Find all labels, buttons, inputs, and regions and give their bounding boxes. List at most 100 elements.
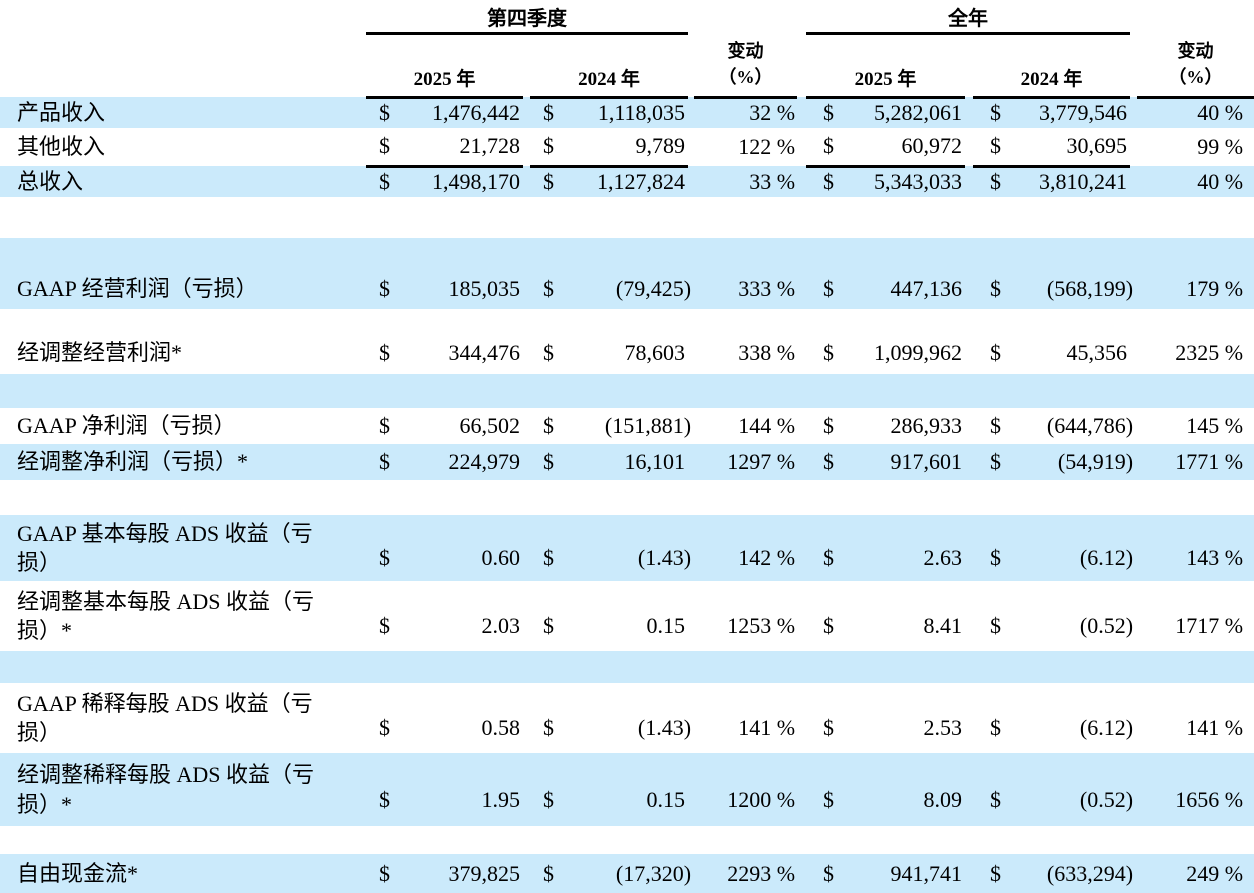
fy-change-cell: 249 % <box>1137 854 1254 893</box>
dollar-sign: $ <box>823 276 835 301</box>
dollar-sign: $ <box>990 169 1002 195</box>
q4-2025-value-cell: $1,476,442 <box>366 97 523 128</box>
fy-2025-value-cell: $60,972 <box>806 128 966 168</box>
row-label: GAAP 基本每股 ADS 收益（亏 损） <box>0 515 366 581</box>
amount-value: 2.63 <box>923 545 963 570</box>
column-gap <box>1130 166 1138 197</box>
column-gap <box>1130 269 1138 309</box>
dollar-sign: $ <box>823 613 835 638</box>
row-label: 自由现金流* <box>0 854 366 893</box>
column-gap <box>688 753 695 826</box>
fy-change-cell: 179 % <box>1137 269 1254 309</box>
dollar-sign: $ <box>823 339 835 365</box>
dollar-sign: $ <box>379 169 390 195</box>
column-gap <box>523 166 530 197</box>
column-gap <box>688 269 695 309</box>
fy-2025-value-cell: $2.63 <box>806 515 966 581</box>
column-gap <box>965 515 974 581</box>
column-gap <box>965 269 974 309</box>
column-gap <box>1130 515 1138 581</box>
dollar-sign: $ <box>379 413 390 438</box>
column-gap <box>1130 683 1138 753</box>
column-gap <box>1130 854 1138 893</box>
dollar-sign: $ <box>990 339 1002 365</box>
fy-change-column-header: 变动 （%） <box>1137 33 1254 99</box>
dollar-sign: $ <box>990 276 1002 301</box>
q4-2025-value-cell: $344,476 <box>366 331 523 374</box>
dollar-sign: $ <box>379 133 390 159</box>
amount-value: 286,933 <box>890 413 963 438</box>
column-gap <box>688 854 695 893</box>
amount-value: (644,786) <box>1046 413 1134 438</box>
fy-2025-value-cell: $917,601 <box>806 444 966 480</box>
dollar-sign: $ <box>823 449 835 474</box>
amount-value: 45,356 <box>1066 339 1128 365</box>
spacer-row <box>0 651 1254 683</box>
column-gap <box>797 269 807 309</box>
fy-2025-value-cell: $8.41 <box>806 581 966 651</box>
column-gap <box>797 515 807 581</box>
column-gap <box>965 581 974 651</box>
column-gap <box>1130 581 1138 651</box>
amount-value: (633,294) <box>1046 861 1134 886</box>
column-gap <box>523 128 530 166</box>
q4-change-cell: 33 % <box>694 166 798 197</box>
amount-value: 21,728 <box>459 133 521 159</box>
dollar-sign: $ <box>990 100 1002 126</box>
amount-value: (1.43) <box>637 545 692 570</box>
column-gap <box>688 331 695 374</box>
q4-change-cell: 1297 % <box>694 444 798 480</box>
column-gap <box>797 166 807 197</box>
dollar-sign: $ <box>379 861 390 886</box>
q4-change-cell: 333 % <box>694 269 798 309</box>
column-gap <box>688 683 695 753</box>
table-row: GAAP 基本每股 ADS 收益（亏 损） $0.60 $ (1.43) 142 … <box>0 515 1254 581</box>
q4-change-cell: 2293 % <box>694 854 798 893</box>
table-row: GAAP 经营利润（亏损） $185,035 $ (79,425) 333 % $… <box>0 269 1254 309</box>
amount-value: 1,127,824 <box>597 169 686 195</box>
dollar-sign: $ <box>823 861 835 886</box>
column-gap <box>965 683 974 753</box>
column-gap <box>688 581 695 651</box>
amount-value: 2.03 <box>481 613 521 638</box>
dollar-sign: $ <box>543 413 554 438</box>
amount-value: 917,601 <box>890 449 963 474</box>
spacer-cell <box>0 480 1254 515</box>
fy-2024-value-cell: $30,695 <box>973 128 1131 168</box>
fy-change-cell: 40 % <box>1137 97 1254 128</box>
table-row: 经调整基本每股 ADS 收益（亏 损）* $2.03 $0.15 1253 % … <box>0 581 1254 651</box>
q4-2024-value-cell: $ (151,881) <box>530 408 691 444</box>
q4-group-header: 第四季度 <box>366 0 689 35</box>
q4-2025-value-cell: $0.60 <box>366 515 523 581</box>
fy-change-cell: 2325 % <box>1137 331 1254 374</box>
q4-2024-value-cell: $1,127,824 <box>530 166 689 197</box>
q4-2025-value-cell: $66,502 <box>366 408 523 444</box>
dollar-sign: $ <box>823 100 835 126</box>
q4-change-cell: 122 % <box>694 128 798 166</box>
q4-2025-value-cell: $224,979 <box>366 444 523 480</box>
amount-value: (6.12) <box>1079 715 1134 740</box>
fy-2025-value-cell: $1,099,962 <box>806 331 966 374</box>
amount-value: 941,741 <box>890 861 963 886</box>
q4-change-cell: 1253 % <box>694 581 798 651</box>
q4-2024-value-cell: $ (17,320) <box>530 854 691 893</box>
table-row: GAAP 稀释每股 ADS 收益（亏 损） $0.58 $ (1.43) 141 … <box>0 683 1254 753</box>
q4-2024-value-cell: $0.15 <box>530 581 689 651</box>
q4-2025-value-cell: $1.95 <box>366 753 523 826</box>
fy-2025-value-cell: $8.09 <box>806 753 966 826</box>
dollar-sign: $ <box>823 786 835 812</box>
q4-2024-value-cell: $9,789 <box>530 128 689 168</box>
row-label: GAAP 稀释每股 ADS 收益（亏 损） <box>0 683 366 753</box>
column-gap <box>965 331 974 374</box>
q4-2025-value-cell: $185,035 <box>366 269 523 309</box>
column-gap <box>688 128 695 166</box>
q4-2024-value-cell: $ (79,425) <box>530 269 691 309</box>
column-gap <box>523 854 530 893</box>
dollar-sign: $ <box>990 545 1002 570</box>
q4-2025-value-cell: $379,825 <box>366 854 523 893</box>
amount-value: 1,498,170 <box>432 169 520 195</box>
column-gap <box>1130 97 1138 128</box>
amount-value: 379,825 <box>448 861 521 886</box>
q4-2024-value-cell: $1,118,035 <box>530 97 689 128</box>
spacer-row <box>0 238 1254 269</box>
